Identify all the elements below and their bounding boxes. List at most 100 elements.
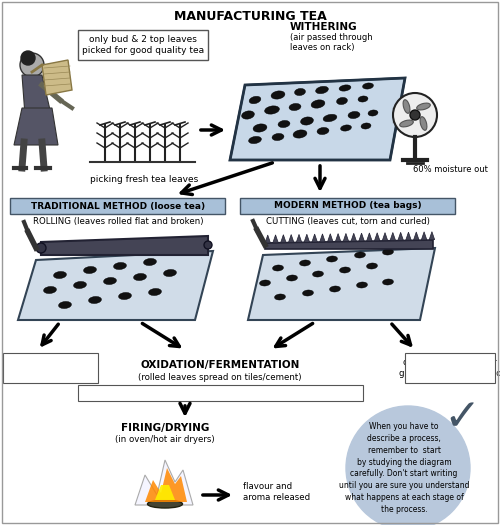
Polygon shape xyxy=(336,234,341,242)
Circle shape xyxy=(393,93,437,137)
Ellipse shape xyxy=(382,249,394,255)
Ellipse shape xyxy=(312,271,324,277)
Ellipse shape xyxy=(148,500,182,508)
FancyBboxPatch shape xyxy=(240,198,455,214)
Text: only bud & 2 top leaves
picked for good quality tea: only bud & 2 top leaves picked for good … xyxy=(82,35,204,55)
Text: ROLLING (leaves rolled flat and broken): ROLLING (leaves rolled flat and broken) xyxy=(33,217,203,226)
Polygon shape xyxy=(296,234,302,243)
Polygon shape xyxy=(135,460,193,505)
Ellipse shape xyxy=(54,271,66,279)
Ellipse shape xyxy=(242,111,254,119)
Polygon shape xyxy=(374,233,380,241)
Ellipse shape xyxy=(368,110,378,116)
Polygon shape xyxy=(390,233,396,240)
Text: MODERN METHOD (tea bags): MODERN METHOD (tea bags) xyxy=(274,202,422,211)
FancyBboxPatch shape xyxy=(10,198,225,214)
Ellipse shape xyxy=(104,277,117,285)
Ellipse shape xyxy=(272,133,284,141)
Ellipse shape xyxy=(272,265,283,271)
Polygon shape xyxy=(248,248,435,320)
Ellipse shape xyxy=(336,98,347,104)
Ellipse shape xyxy=(114,262,126,269)
Ellipse shape xyxy=(362,83,374,89)
Text: WITHERING: WITHERING xyxy=(290,22,358,32)
Text: TRADITIONAL METHOD (loose tea): TRADITIONAL METHOD (loose tea) xyxy=(31,202,205,211)
Circle shape xyxy=(21,51,35,65)
Circle shape xyxy=(36,243,46,253)
Ellipse shape xyxy=(302,290,314,296)
Ellipse shape xyxy=(264,106,280,114)
Text: enzymes released
from leaves: enzymes released from leaves xyxy=(11,358,89,377)
Polygon shape xyxy=(304,234,310,242)
FancyBboxPatch shape xyxy=(78,30,208,60)
Polygon shape xyxy=(422,232,427,240)
Ellipse shape xyxy=(88,297,102,303)
Ellipse shape xyxy=(311,100,325,108)
Ellipse shape xyxy=(356,282,368,288)
Polygon shape xyxy=(280,235,286,243)
Ellipse shape xyxy=(340,125,351,131)
Ellipse shape xyxy=(148,288,162,296)
Text: (air passed through
leaves on rack): (air passed through leaves on rack) xyxy=(290,33,372,53)
Ellipse shape xyxy=(323,114,337,122)
Polygon shape xyxy=(312,234,318,242)
Text: enzymes + air → leaves change to copper colour: enzymes + air → leaves change to copper … xyxy=(114,388,326,397)
Text: (in oven/hot air dryers): (in oven/hot air dryers) xyxy=(115,435,215,444)
Text: When you have to
describe a process,
remember to  start
by studying the diagram
: When you have to describe a process, rem… xyxy=(339,422,469,514)
Ellipse shape xyxy=(118,292,132,300)
FancyBboxPatch shape xyxy=(405,353,495,383)
Ellipse shape xyxy=(278,120,290,128)
Ellipse shape xyxy=(248,136,262,144)
Polygon shape xyxy=(398,232,404,240)
Circle shape xyxy=(20,53,44,77)
Polygon shape xyxy=(265,240,433,249)
Ellipse shape xyxy=(286,275,298,281)
Text: FIRING/DRYING: FIRING/DRYING xyxy=(121,423,209,433)
Polygon shape xyxy=(230,78,405,160)
Ellipse shape xyxy=(84,267,96,274)
Text: ✓: ✓ xyxy=(444,396,480,439)
Ellipse shape xyxy=(403,100,410,113)
Polygon shape xyxy=(18,251,213,320)
Ellipse shape xyxy=(289,103,301,111)
Text: (rolled leaves spread on tiles/cement): (rolled leaves spread on tiles/cement) xyxy=(138,373,302,382)
Text: flavour and
aroma released: flavour and aroma released xyxy=(243,482,310,502)
FancyBboxPatch shape xyxy=(78,385,363,401)
Ellipse shape xyxy=(260,280,270,286)
Ellipse shape xyxy=(326,256,338,262)
Ellipse shape xyxy=(361,123,371,129)
Polygon shape xyxy=(406,232,411,240)
Polygon shape xyxy=(328,234,333,242)
Ellipse shape xyxy=(44,287,57,293)
Polygon shape xyxy=(429,232,434,239)
Ellipse shape xyxy=(330,286,340,292)
FancyBboxPatch shape xyxy=(3,353,98,383)
Polygon shape xyxy=(366,233,372,241)
Polygon shape xyxy=(22,75,50,115)
Polygon shape xyxy=(265,235,270,243)
Circle shape xyxy=(346,406,470,525)
Ellipse shape xyxy=(317,128,329,134)
Ellipse shape xyxy=(249,96,261,104)
Polygon shape xyxy=(288,235,294,243)
Ellipse shape xyxy=(340,267,350,273)
Ellipse shape xyxy=(274,294,285,300)
Ellipse shape xyxy=(339,85,351,91)
Ellipse shape xyxy=(58,301,71,309)
Ellipse shape xyxy=(420,117,427,130)
Ellipse shape xyxy=(253,124,267,132)
Ellipse shape xyxy=(382,279,394,285)
Ellipse shape xyxy=(294,88,306,96)
Polygon shape xyxy=(14,108,58,145)
Text: MANUFACTURING TEA: MANUFACTURING TEA xyxy=(174,10,326,23)
Polygon shape xyxy=(42,60,72,95)
Ellipse shape xyxy=(400,120,413,127)
Polygon shape xyxy=(414,232,419,240)
Ellipse shape xyxy=(366,263,378,269)
Polygon shape xyxy=(41,236,208,255)
Polygon shape xyxy=(273,235,278,243)
Polygon shape xyxy=(359,233,364,241)
Ellipse shape xyxy=(293,130,307,138)
Ellipse shape xyxy=(144,258,156,266)
Ellipse shape xyxy=(164,269,176,277)
